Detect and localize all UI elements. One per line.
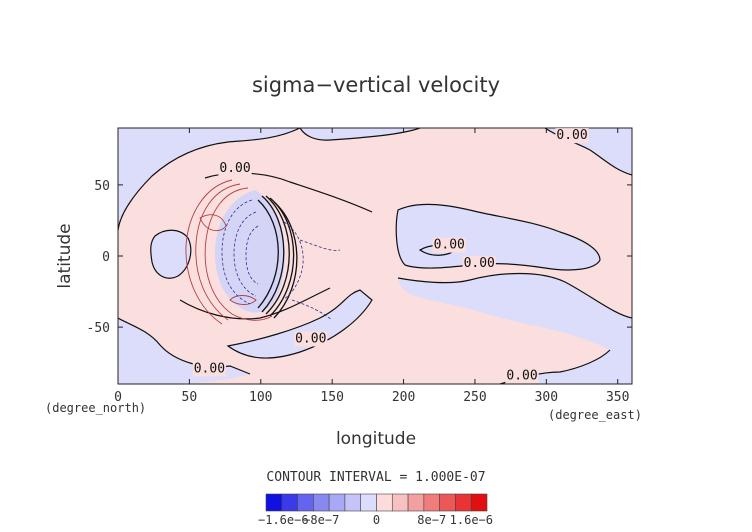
colorbar-tick-label: 8e−7 (417, 513, 446, 527)
colorbar-swatch (439, 493, 456, 512)
x-tick-label: 200 (392, 390, 415, 405)
colorbar-swatch (391, 493, 409, 512)
colorbar-swatch (423, 493, 440, 512)
negative-region-west (118, 128, 300, 230)
central-disturbance-contours (185, 179, 341, 325)
negative-region-south-band (228, 290, 372, 359)
x-tick-label: 100 (249, 390, 272, 405)
colorbar-swatch (344, 493, 362, 512)
contour-label-background (555, 128, 589, 144)
contour-label: 0.00 (295, 331, 326, 346)
y-tick-label: 50 (94, 179, 110, 194)
colorbar-tick-label: 0 (373, 513, 380, 527)
colorbar-tick-label: −8e−7 (303, 513, 339, 527)
x-tick-label: 150 (320, 390, 343, 405)
contour-labels: 0.00 0.00 0.00 0.00 0.00 0.00 0.00 (192, 128, 589, 384)
contour-label-background (432, 237, 466, 253)
contour-label: 0.00 (464, 256, 495, 271)
colorbar-swatch (376, 493, 393, 512)
contour-label-background (505, 368, 539, 384)
negative-region-west-patch (150, 230, 191, 279)
y-tick-label: -50 (87, 321, 110, 336)
y-units-label: (degree_north) (45, 401, 146, 415)
contour-label-background (462, 256, 496, 272)
colorbar-tick-label: 1.6e−6 (450, 513, 493, 527)
colorbar-swatch (281, 493, 298, 512)
contour-label: 0.00 (194, 361, 225, 376)
contour-label: 0.00 (434, 238, 465, 253)
colorbar-swatch (360, 493, 377, 512)
x-tick-label: 0 (114, 390, 122, 405)
x-tick-label: 250 (463, 390, 486, 405)
contour-label: 0.00 (556, 128, 587, 143)
y-tick-label: 0 (102, 250, 110, 265)
x-axis: 0 50 100 150 200 250 300 350 (114, 128, 629, 405)
colorbar: −1.6e−6−8e−7 0 8e−7 1.6e−6 (258, 493, 493, 527)
x-tick-label: 50 (182, 390, 198, 405)
x-tick-label: 300 (535, 390, 558, 405)
contour-interval-label: CONTOUR INTERVAL = 1.000E-07 (266, 470, 485, 485)
negative-region-northeast (545, 128, 632, 175)
colorbar-swatch (455, 493, 472, 512)
colorbar-swatch (328, 493, 346, 512)
colorbar-swatch (313, 493, 330, 512)
contour-label-background (294, 331, 328, 347)
contour-label: 0.00 (506, 368, 537, 383)
y-axis: -50 0 50 (87, 179, 632, 336)
colorbar-swatch (297, 493, 314, 512)
contour-label-background (218, 160, 252, 176)
colorbar-swatch (470, 493, 488, 512)
negative-region-central-cell (214, 190, 285, 313)
y-axis-label: latitude (55, 223, 75, 288)
x-tick-label: 350 (606, 390, 629, 405)
contour-label-background (192, 361, 227, 377)
plot-area (118, 128, 632, 384)
x-units-label: (degree_east) (548, 408, 642, 422)
colorbar-tick-label: −1.6e−6 (258, 513, 309, 527)
contour-label: 0.00 (219, 161, 250, 176)
colorbar-swatch (265, 493, 283, 512)
negative-region-north-cap (300, 128, 420, 141)
chart-title: sigma−vertical velocity (252, 73, 500, 97)
negative-region-southeast (398, 273, 632, 384)
colorbar-swatch (407, 493, 425, 512)
x-axis-label: longitude (336, 429, 416, 449)
